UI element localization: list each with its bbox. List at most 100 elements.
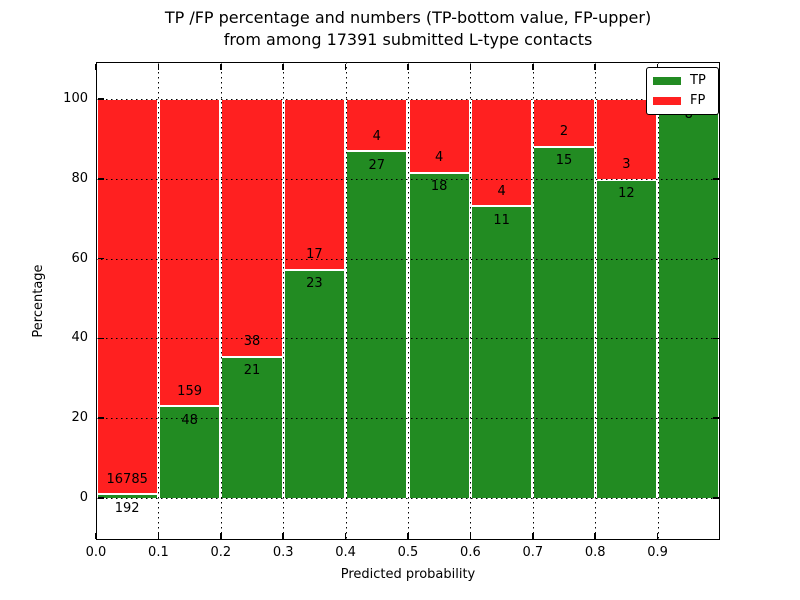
x-axis-tick [95,532,97,539]
bar-segment-tp [659,99,719,498]
x-tick-label: 0.0 [85,545,107,560]
horizontal-gridline [96,498,720,499]
bar-label-tp: 27 [368,157,386,173]
bar-label-tp: 12 [618,186,635,202]
legend-label-fp: FP [690,93,706,108]
y-axis-tick [97,417,104,419]
y-axis-tick [712,257,719,260]
bar-label-fp: 38 [243,334,261,350]
horizontal-gridline [96,258,720,260]
bar-segment-tp [222,355,282,498]
legend-label-tp: TP [690,73,706,88]
legend-item-tp: TP [653,74,712,88]
bar-segment-tp [471,205,532,498]
x-axis-tick [157,532,160,539]
x-axis-tick [157,63,160,70]
bar-label-tp: 192 [114,500,140,516]
y-axis-tick [712,417,719,419]
bar-label-tp: 21 [243,363,261,379]
y-axis-tick [97,98,104,100]
bar-label-fp: 17 [306,247,323,263]
bar-label-fp: 4 [435,150,444,166]
y-axis-tick [97,337,104,340]
x-tick-label: 0.6 [460,545,481,560]
bar-segment-fp [284,99,345,269]
x-axis-tick [95,63,97,70]
bar-label-fp: 2 [559,124,569,140]
x-axis-tick [469,63,472,70]
y-axis-tick [97,257,104,260]
y-axis-tick [97,178,104,180]
x-axis-tick [532,63,534,70]
bar-segment-tp [97,493,157,498]
legend-swatch-fp [653,97,681,105]
bar-segment-fp [471,99,532,206]
x-axis-tick [220,532,222,539]
horizontal-gridline [96,338,720,340]
bar-segment-fp [97,99,157,494]
y-axis-tick [712,337,719,340]
horizontal-gridline [96,99,720,100]
bar-label-tp: 48 [181,412,198,428]
bar-label-fp: 16785 [106,471,148,487]
bar-segment-fp [409,99,469,172]
x-tick-label: 0.3 [272,545,294,560]
x-axis-tick [407,532,409,539]
bar-segment-tp [347,150,407,498]
bar-label-fp: 3 [622,157,631,173]
vertical-gridline [595,62,597,540]
x-tick-label: 0.2 [210,545,232,560]
bar-label-tp: 23 [306,276,323,292]
vertical-gridline [220,62,222,540]
vertical-gridline [408,62,409,540]
y-tick-label: 100 [63,91,88,106]
vertical-gridline [345,62,347,540]
y-tick-label: 0 [79,490,88,505]
vertical-gridline [532,62,534,540]
x-axis-tick [656,532,659,539]
x-axis-tick [594,63,596,70]
x-tick-label: 0.8 [584,545,606,560]
legend-item-fp: FP [653,94,712,108]
bar-segment-tp [284,268,345,498]
bar-segment-fp [347,99,407,151]
vertical-gridline [657,62,659,540]
bar-segment-fp [222,99,282,356]
bar-label-tp: 18 [430,179,448,195]
chart-title-line2: from among 17391 submitted L-type contac… [223,30,593,49]
y-axis-tick [712,178,719,180]
legend: TP FP [646,67,719,115]
y-axis-tick [712,497,719,499]
vertical-gridline [158,62,160,540]
bar-label-tp: 11 [493,212,510,228]
x-axis-tick [282,532,284,539]
x-axis-tick [656,63,659,70]
horizontal-gridline [96,418,720,420]
x-axis-tick [594,532,596,539]
x-axis-tick [282,63,284,70]
bar-segment-tp [534,145,594,498]
x-tick-label: 0.9 [647,545,668,560]
x-axis-tick [407,63,409,70]
y-tick-label: 20 [71,410,88,426]
x-axis-tick [469,532,472,539]
bar-segment-tp [159,405,220,498]
vertical-gridline [283,62,285,540]
horizontal-gridline [96,178,720,180]
x-tick-label: 0.7 [522,545,544,560]
bar-label-fp: 159 [177,383,202,399]
bar-label-fp: 4 [497,183,506,199]
bar-label-tp: 15 [555,153,573,169]
x-tick-label: 0.1 [148,545,169,560]
bar-segment-fp [159,99,220,406]
bar-label-fp: 4 [372,128,381,144]
y-tick-label: 80 [71,170,88,186]
x-axis-label: Predicted probability [340,567,476,582]
vertical-gridline [470,62,472,540]
chart-title: TP /FP percentage and numbers (TP-bottom… [16,7,800,51]
x-tick-label: 0.4 [335,545,356,560]
y-axis-tick [97,497,104,499]
legend-swatch-tp [653,77,681,85]
x-tick-label: 0.5 [397,545,419,560]
